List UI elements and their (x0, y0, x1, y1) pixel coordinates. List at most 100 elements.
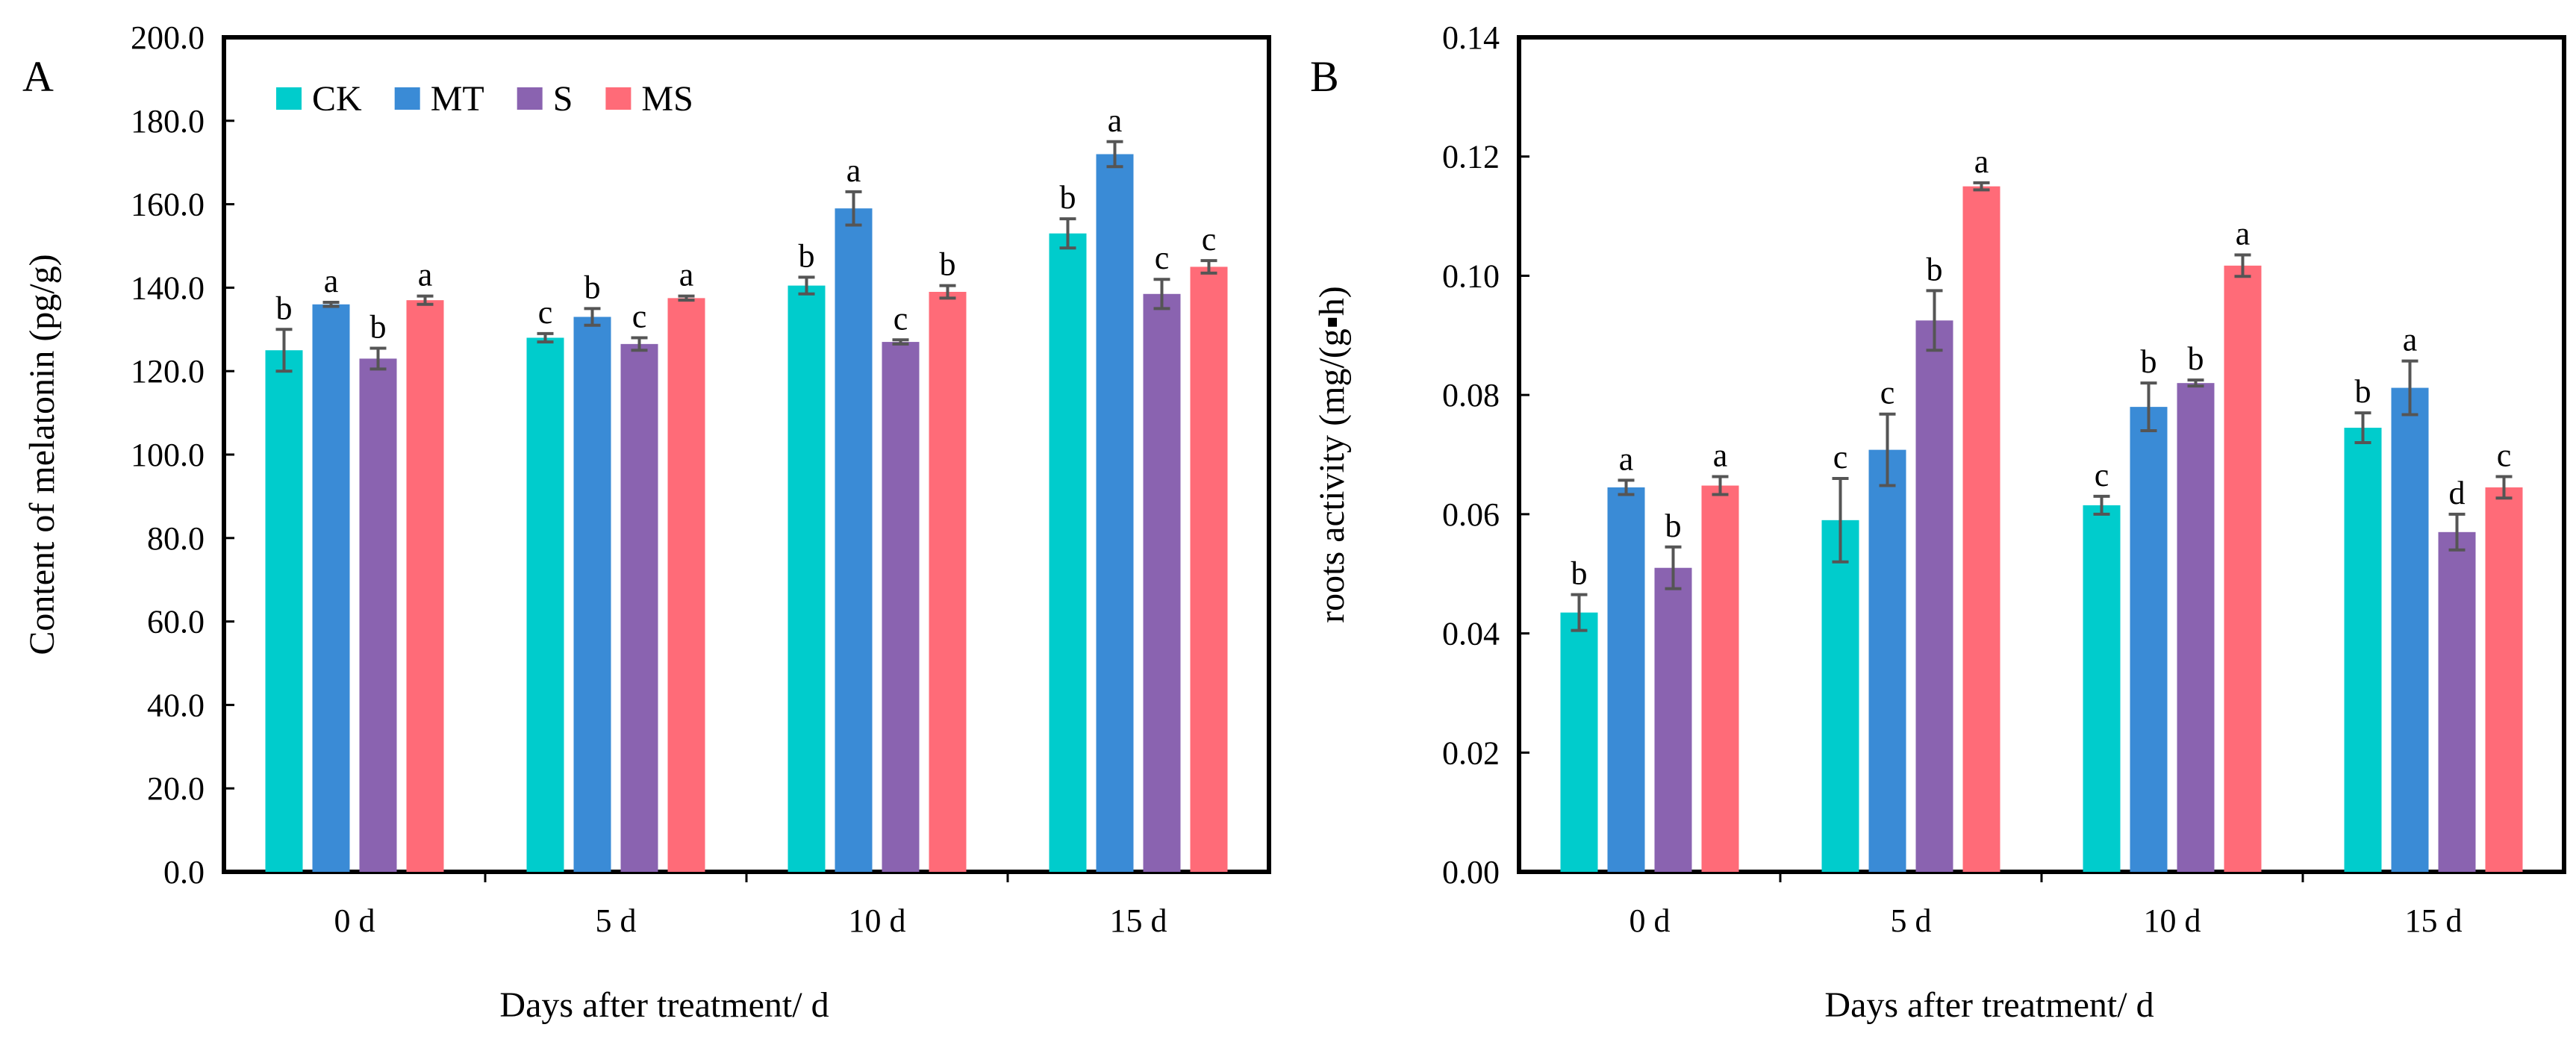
panel-a-significance-letter: b (1060, 179, 1076, 216)
panel-a-y-ticks: 0.0 20.0 40.0 60.0 80.0 100.0 120.0 140.0 160.0 1… (131, 19, 1167, 939)
panel-b-bar-ms (1962, 186, 2000, 873)
panel-a-bar-s (359, 358, 397, 872)
panel-a-bar-mt (1096, 154, 1134, 872)
panel-b-significance-letter: c (1880, 375, 1895, 411)
panel-a-bar-s (620, 343, 658, 872)
panel-b-bar-mt (2391, 387, 2429, 872)
panel-a-legend: CK MT S MS (276, 79, 693, 119)
panel-a-x-tick-label: 10 d (849, 902, 906, 939)
panel-a-y-tick-label: 100.0 (131, 437, 205, 473)
panel-b-bar-ms (1701, 485, 1739, 872)
panel-a-significance-letter: b (940, 246, 956, 283)
panel-a-significance-letter: c (894, 300, 908, 337)
legend-label-ck: CK (312, 79, 362, 119)
panel-b-bar-s (2177, 383, 2215, 872)
panel-a-significance-letter: a (418, 257, 433, 293)
panel-a-bar-mt (835, 208, 873, 872)
panel-b-x-axis-title: Days after treatment/ d (1824, 985, 2154, 1025)
panel-a-x-tick-label: 0 d (334, 902, 375, 939)
panel-a-y-tick-label: 160.0 (131, 187, 205, 223)
panel-a-significance-letter: a (679, 257, 694, 293)
panel-b-significance-letter: d (2449, 475, 2466, 511)
panel-a-letter: A (22, 52, 54, 101)
panel-b-bar-ck (2083, 505, 2121, 872)
panel-b-bar-ck (1821, 520, 1859, 872)
panel-b-significance-letter: a (1619, 440, 1634, 477)
panel-a-bar-s (1143, 293, 1181, 872)
panel-a-bar-ms (406, 300, 444, 872)
panel-a-y-tick-label: 140.0 (131, 269, 205, 306)
panel-b-y-tick-label: 0.06 (1442, 496, 1500, 533)
panel-a-y-tick-label: 200.0 (131, 19, 205, 56)
panel-a-significance-letter: c (1202, 221, 1217, 258)
panel-a-x-tick-label: 5 d (596, 902, 637, 939)
panel-a-bar-ck (526, 337, 564, 873)
panel-b-y-tick-label: 0.10 (1442, 258, 1500, 294)
panel-b-bar-mt (1607, 487, 1645, 872)
panel-a-significance-letter: c (632, 298, 647, 334)
panel-b-bar-ms (2485, 487, 2523, 872)
panel-a-y-tick-label: 120.0 (131, 353, 205, 390)
panel-b-x-tick-label: 0 d (1630, 902, 1671, 939)
panel-b-y-tick-label: 0.00 (1442, 854, 1500, 891)
panel-b-y-ticks: 0.00 0.02 0.04 0.06 0.08 0.10 0.12 0.14 0 d 5 d 10… (1442, 19, 2463, 939)
legend-label-mt: MT (431, 79, 484, 119)
panel-a-significance-letter: b (276, 290, 293, 326)
panel-a-y-tick-label: 20.0 (147, 770, 205, 807)
panel-a-x-tick-label: 15 d (1110, 902, 1167, 939)
panel-b-letter: B (1310, 52, 1339, 101)
panel-a-bar-ck (265, 350, 303, 872)
panel-a-bar-ck (788, 285, 826, 873)
panel-a-significance-letter: a (1108, 102, 1123, 139)
panel-a-x-axis-title: Days after treatment/ d (499, 985, 829, 1025)
panel-a: A Days after treatment/ d Content of mel… (22, 19, 1271, 1025)
panel-b-significance-letter: b (1571, 555, 1588, 592)
panel-b-significance-letter: b (2141, 343, 2157, 380)
panel-a-y-tick-label: 0.0 (163, 854, 205, 891)
panel-a-significance-letter: a (324, 263, 339, 299)
panel-b: B Days after treatment/ d roots activity… (1310, 19, 2566, 1025)
panel-a-bar-mt (312, 304, 350, 872)
panel-b-x-tick-label: 10 d (2144, 902, 2201, 939)
legend-swatch-s (517, 87, 543, 110)
panel-a-bar-s (882, 342, 920, 872)
panel-b-y-tick-label: 0.14 (1442, 19, 1500, 56)
panel-b-significance-letter: a (1974, 143, 1989, 180)
panel-b-bar-ms (2224, 265, 2262, 872)
panel-a-y-tick-label: 180.0 (131, 103, 205, 140)
panel-b-significance-letter: c (1833, 439, 1848, 475)
panel-a-significance-letter: b (370, 308, 387, 345)
legend-swatch-ck (276, 87, 302, 110)
panel-a-bar-ms (667, 298, 705, 872)
panel-a-significance-letter: b (799, 237, 815, 274)
panel-a-y-tick-label: 40.0 (147, 687, 205, 723)
panel-b-significance-letter: b (2355, 373, 2371, 410)
panel-b-y-axis-title: roots activity (mg/(g▪h) (1312, 286, 1352, 623)
panel-a-y-axis-title: Content of melatonin (pg/g) (22, 254, 62, 655)
panel-b-y-tick-label: 0.08 (1442, 377, 1500, 414)
legend-swatch-ms (605, 87, 631, 110)
panel-b-bar-ck (1560, 612, 1598, 872)
panel-b-y-tick-label: 0.04 (1442, 616, 1500, 652)
panel-a-significance-letter: b (584, 269, 601, 305)
legend-label-ms: MS (641, 79, 693, 119)
panel-b-bar-mt (2130, 407, 2168, 872)
panel-b-significance-letter: c (2095, 457, 2109, 493)
panel-b-bar-s (1654, 567, 1692, 872)
panel-b-significance-letter: a (2236, 215, 2251, 252)
panel-a-bar-ck (1049, 233, 1087, 873)
panel-b-significance-letter: b (2188, 340, 2204, 377)
legend-swatch-mt (394, 87, 420, 110)
panel-b-bar-mt (1868, 449, 1906, 872)
panel-a-bar-ms (929, 291, 967, 872)
panel-a-y-tick-label: 80.0 (147, 520, 205, 557)
panel-b-bar-s (2438, 531, 2476, 872)
panel-b-bar-ck (2344, 428, 2382, 872)
panel-b-bar-s (1915, 320, 1953, 873)
panel-b-significance-letter: a (2403, 322, 2418, 358)
panel-b-significance-letter: b (1665, 508, 1682, 544)
panel-b-significance-letter: c (2497, 437, 2512, 474)
